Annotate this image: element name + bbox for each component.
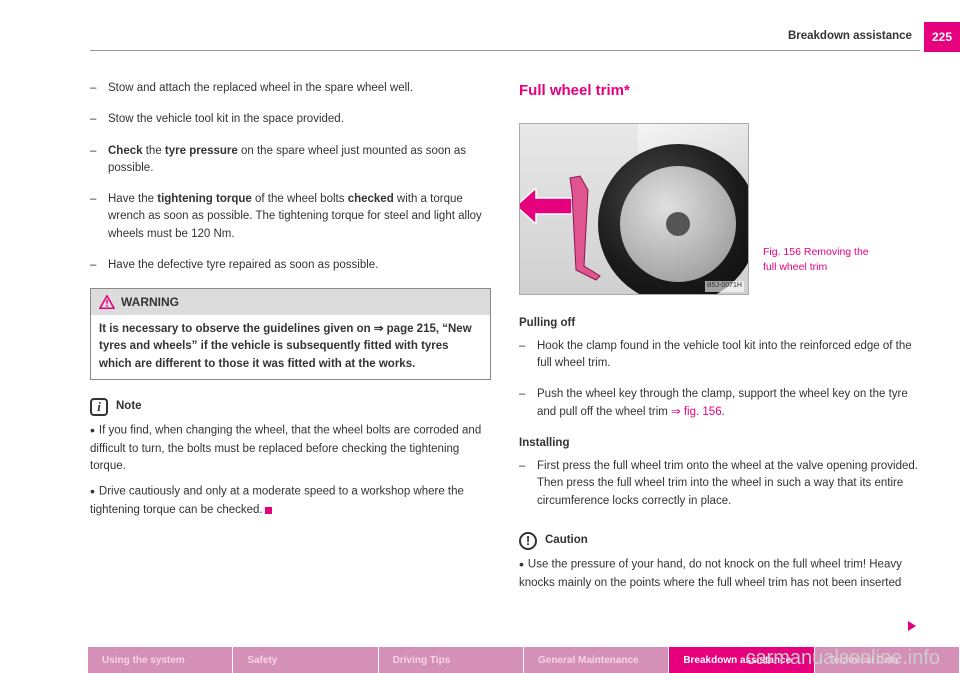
figure-reference: ⇒ fig. 156: [671, 406, 722, 418]
note-paragraph: •If you find, when changing the wheel, t…: [90, 420, 491, 476]
caution-label: Caution: [545, 532, 588, 549]
figure-caption: Fig. 156 Removing the full wheel trim: [763, 245, 869, 294]
list-item: – First press the full wheel trim onto t…: [519, 458, 920, 510]
removal-arrow-icon: [519, 188, 572, 224]
text: .: [722, 406, 725, 418]
caution-header: ! Caution: [519, 532, 920, 550]
item-text: Have the defective tyre repaired as soon…: [108, 257, 491, 274]
list-item: – Stow and attach the replaced wheel in …: [90, 80, 491, 97]
caution-icon: !: [519, 532, 537, 550]
section-title: Full wheel trim*: [519, 80, 920, 103]
page-header: Breakdown assistance 225: [788, 22, 960, 52]
footer-tab-using-system[interactable]: Using the system: [88, 647, 233, 673]
warning-body: It is necessary to observe the guideline…: [91, 315, 490, 379]
warning-triangle-icon: [99, 295, 115, 309]
list-item: – Check the tyre pressure on the spare w…: [90, 143, 491, 178]
warning-box: WARNING It is necessary to observe the g…: [90, 288, 491, 380]
warning-label: WARNING: [121, 293, 179, 311]
right-column: Full wheel trim* B5J-0071H Fig. 156 Remo…: [519, 80, 920, 598]
bold-text: Check: [108, 145, 143, 157]
header-divider: [90, 50, 920, 51]
item-text: Hook the clamp found in the vehicle tool…: [537, 338, 920, 373]
list-item: – Stow the vehicle tool kit in the space…: [90, 111, 491, 128]
footer-tab-general-maintenance[interactable]: General Maintenance: [524, 647, 669, 673]
footer-tab-safety[interactable]: Safety: [233, 647, 378, 673]
text: Use the pressure of your hand, do not kn…: [519, 558, 902, 588]
note-label: Note: [116, 398, 142, 415]
bullet-icon: •: [519, 556, 524, 572]
bullet-icon: •: [90, 422, 95, 438]
text: It is necessary to observe the guideline…: [99, 323, 374, 335]
footer-tabs: Using the system Safety Driving Tips Gen…: [0, 647, 960, 673]
item-text: Check the tyre pressure on the spare whe…: [108, 143, 491, 178]
note-paragraph: •Drive cautiously and only at a moderate…: [90, 481, 491, 519]
dash-icon: –: [90, 80, 108, 97]
item-text: First press the full wheel trim onto the…: [537, 458, 920, 510]
footer-tab-technical-data[interactable]: Technical Data: [815, 647, 960, 673]
dash-icon: –: [90, 143, 108, 178]
list-item: – Have the defective tyre repaired as so…: [90, 257, 491, 274]
text: If you find, when changing the wheel, th…: [90, 424, 481, 472]
dash-icon: –: [90, 191, 108, 243]
footer-spacer: [0, 647, 88, 673]
list-item: – Hook the clamp found in the vehicle to…: [519, 338, 920, 373]
dash-icon: –: [90, 111, 108, 128]
footer-tab-breakdown-assistance[interactable]: Breakdown assistance: [669, 647, 814, 673]
info-icon: i: [90, 398, 108, 416]
dash-icon: –: [519, 386, 537, 421]
text: of the wheel bolts: [252, 193, 348, 205]
figure-image: B5J-0071H: [519, 123, 749, 295]
warning-header: WARNING: [91, 289, 490, 315]
bullet-icon: •: [90, 483, 95, 499]
subheading: Pulling off: [519, 315, 920, 332]
dash-icon: –: [519, 338, 537, 373]
bold-text: tightening torque: [157, 193, 252, 205]
section-name: Breakdown assistance: [788, 28, 912, 45]
item-text: Stow and attach the replaced wheel in th…: [108, 80, 491, 97]
page-content: – Stow and attach the replaced wheel in …: [90, 80, 920, 598]
section-end-icon: [265, 507, 272, 514]
item-text: Stow the vehicle tool kit in the space p…: [108, 111, 491, 128]
footer-tab-driving-tips[interactable]: Driving Tips: [379, 647, 524, 673]
image-code: B5J-0071H: [705, 281, 744, 292]
caption-line: full wheel trim: [763, 260, 869, 275]
text: the: [143, 145, 165, 157]
bold-text: tyre pressure: [165, 145, 238, 157]
figure-row: B5J-0071H Fig. 156 Removing the full whe…: [519, 123, 920, 295]
list-item: – Push the wheel key through the clamp, …: [519, 386, 920, 421]
note-header: i Note: [90, 398, 491, 416]
item-text: Have the tightening torque of the wheel …: [108, 191, 491, 243]
caption-line: Fig. 156 Removing the: [763, 245, 869, 260]
subheading: Installing: [519, 435, 920, 452]
list-item: – Have the tightening torque of the whee…: [90, 191, 491, 243]
item-text: Push the wheel key through the clamp, su…: [537, 386, 920, 421]
text: Drive cautiously and only at a moderate …: [90, 486, 464, 516]
left-column: – Stow and attach the replaced wheel in …: [90, 80, 491, 598]
caution-paragraph: •Use the pressure of your hand, do not k…: [519, 554, 920, 592]
page-number: 225: [924, 22, 960, 52]
continued-icon: [908, 621, 916, 631]
bold-text: checked: [348, 193, 394, 205]
text: Have the: [108, 193, 157, 205]
dash-icon: –: [90, 257, 108, 274]
dash-icon: –: [519, 458, 537, 510]
hub-shape: [666, 212, 690, 236]
